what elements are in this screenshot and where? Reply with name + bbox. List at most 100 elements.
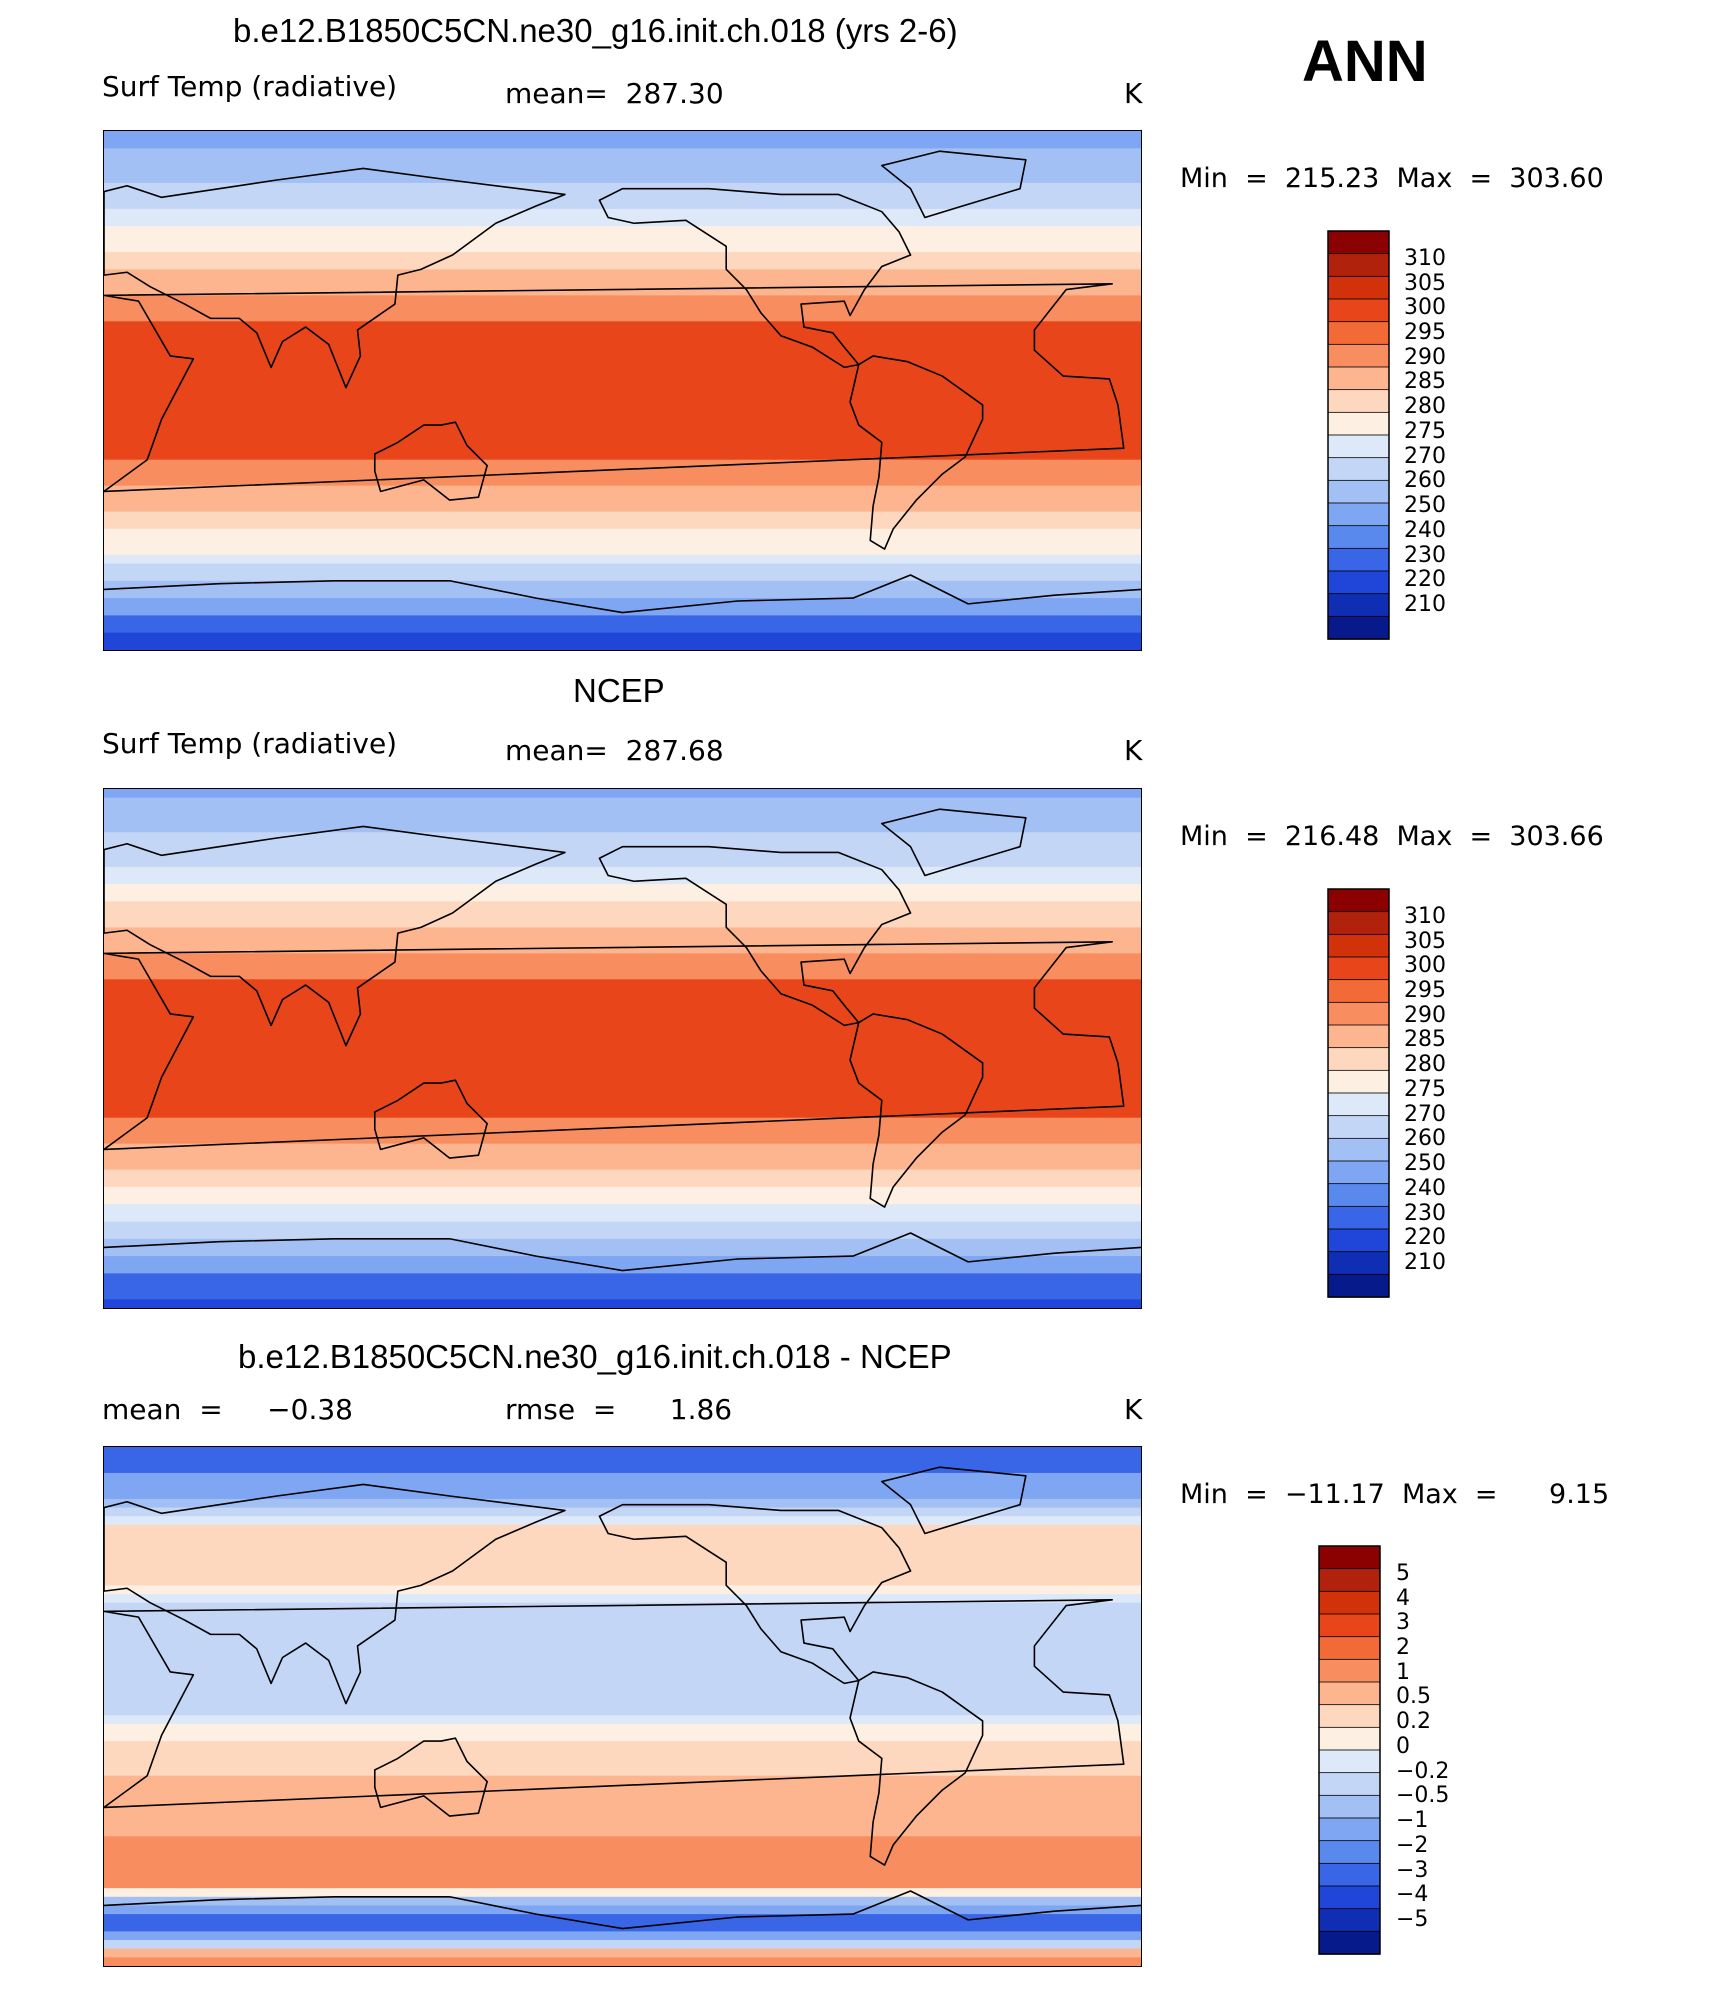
lat-band [104,494,1141,504]
colorbar-tick-label: −0.2 [1396,1758,1450,1784]
colorbar-tick-label: 240 [1404,1175,1446,1201]
panel-1-colorbar [1327,230,1390,640]
lat-band [104,1784,1141,1794]
lat-band [104,1628,1141,1638]
panel-2-field-label: Surf Temp (radiative) [102,727,398,760]
lat-band [104,1204,1141,1214]
colorbar-swatch [1327,1024,1390,1049]
colorbar-swatch [1318,1772,1381,1797]
lat-band [104,901,1141,911]
greenland-outline [881,150,1027,219]
colorbar-swatch [1327,434,1390,459]
lat-band [104,1827,1141,1837]
lat-band [104,1905,1141,1915]
lat-band [104,1481,1141,1491]
lat-band [104,1152,1141,1162]
colorbar-tick-label: 2 [1396,1634,1410,1660]
panel-3-mean-label: mean = −0.38 [102,1393,353,1426]
panel-3-colorbar [1318,1545,1381,1955]
lat-band [104,269,1141,279]
colorbar-svg [1327,888,1390,1298]
lat-band [104,554,1141,565]
lat-band [104,1126,1141,1136]
map-svg [104,131,1141,650]
lat-band [104,1143,1141,1153]
panel-3-colorbar-labels: 5 4 3 2 1 0.5 0.2 0 −0.2 −0.5 −1 −2 −3 −4 −5 [1396,1546,1496,1954]
lat-band [104,875,1141,885]
colorbar-tick-label: 0.2 [1396,1709,1431,1735]
lat-band [104,1559,1141,1569]
lat-band [104,1853,1141,1863]
lat-band [104,1074,1141,1084]
lat-band [104,174,1141,184]
lat-band [104,1758,1141,1768]
lat-band [104,1464,1141,1474]
lat-band [104,1256,1141,1266]
colorbar-tick-label: 305 [1404,270,1446,296]
lat-band [104,485,1141,495]
colorbar-swatch [1327,1228,1390,1253]
colorbar-swatch [1318,1749,1381,1774]
lat-band [104,148,1141,158]
lat-band [104,1654,1141,1664]
colorbar-swatch [1327,321,1390,346]
colorbar-swatch [1327,411,1390,436]
lat-band [104,1195,1141,1205]
lat-band [104,589,1141,599]
north-america-outline [598,845,912,1027]
colorbar-swatch [1327,1160,1390,1185]
lat-band [104,1039,1141,1050]
lat-band [104,1091,1141,1101]
lat-band [104,606,1141,616]
lat-band [104,1663,1141,1673]
colorbar-swatch [1318,1908,1381,1933]
lat-band [104,416,1141,426]
colorbar-tick-label: 295 [1404,319,1446,345]
south-america-outline [849,355,984,550]
lat-band [104,927,1141,937]
lat-band [104,477,1141,487]
lat-band [104,468,1141,478]
lat-band [104,858,1141,868]
lat-band [104,1117,1141,1127]
lat-band [104,1542,1141,1552]
colorbar-swatch [1327,956,1390,981]
lat-band [104,970,1141,980]
lat-band [104,1870,1141,1881]
lat-band [104,1645,1141,1656]
lat-band [104,1602,1141,1612]
panel-2-minmax: Min = 216.48 Max = 303.66 [1180,821,1604,852]
colorbar-swatch [1327,389,1390,414]
colorbar-tick-label: 275 [1404,1076,1446,1102]
lat-band [104,849,1141,859]
lat-band [104,1862,1141,1872]
colorbar-swatch [1327,979,1390,1004]
lat-band [104,598,1141,608]
colorbar-tick-label: 310 [1404,903,1446,929]
lat-band [104,1715,1141,1725]
colorbar-tick-label: 275 [1404,418,1446,444]
colorbar-tick-label: 310 [1404,245,1446,271]
colorbar-svg [1318,1545,1381,1955]
colorbar-swatch [1318,1590,1381,1615]
panel-2-map [103,788,1142,1309]
colorbar-swatch [1327,253,1390,278]
colorbar-tick-label: 300 [1404,295,1446,321]
colorbar-tick-label: 1 [1396,1659,1410,1685]
lat-band [104,987,1141,998]
lat-band [104,1160,1141,1171]
colorbar-tick-label: 5 [1396,1560,1410,1586]
colorbar-swatch [1327,1251,1390,1276]
lat-band [104,806,1141,816]
colorbar-tick-label: 300 [1404,953,1446,979]
lat-band [104,1749,1141,1759]
lat-band [104,1022,1141,1032]
lat-band [104,286,1141,296]
lat-band [104,1723,1141,1734]
lat-band [104,1169,1141,1179]
panel-1-colorbar-labels: 310 305 300 295 290 285 280 275 270 260 250 240 230 2… [1404,231,1504,639]
lat-band [104,304,1141,314]
lat-band [104,832,1141,842]
colorbar-tick-label: 290 [1404,1002,1446,1028]
lat-band [104,191,1141,201]
